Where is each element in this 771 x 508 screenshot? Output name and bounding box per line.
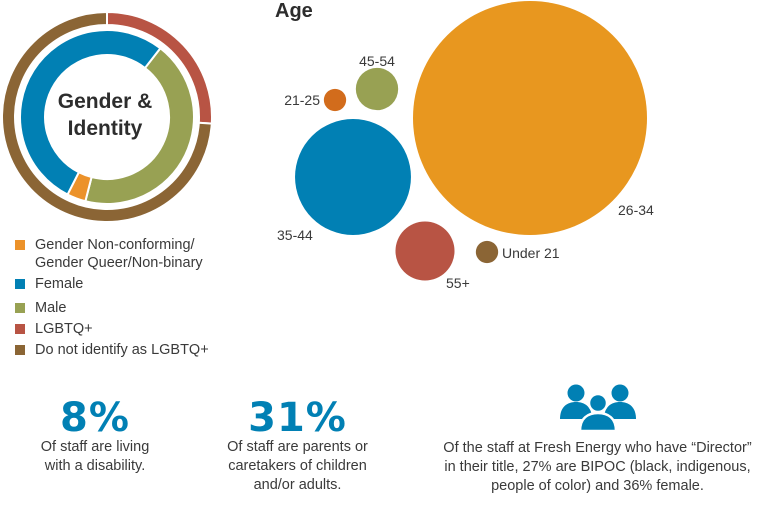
bubble-45-54 (355, 67, 399, 111)
donut-slice-do-not-identify-as-lgbtq (1, 10, 213, 223)
legend-label: Gender Non-conforming/ Gender Queer/Non-… (35, 237, 203, 271)
gender-identity-donut-chart (1, 10, 213, 223)
legend-item-lgbtq: LGBTQ+ (15, 320, 209, 338)
bubble-label-under-21: Under 21 (502, 245, 560, 261)
legend-swatch (15, 303, 25, 313)
bubble-label-35-44: 35-44 (277, 227, 313, 243)
bubble-label-21-25: 21-25 (284, 92, 320, 108)
bubble-35-44 (295, 119, 411, 235)
stat-parents-caretakers: 31% Of staff are parents or caretakers o… (205, 398, 390, 495)
donut-center-line-2: Identity (67, 117, 143, 140)
bubble-21-25 (323, 88, 347, 112)
stat-description: Of the staff at Fresh Energy who have “D… (443, 440, 752, 494)
stat-disability: 8% Of staff are living with a disability… (20, 398, 170, 476)
age-chart-title: Age (275, 0, 313, 22)
legend-label: Female (35, 276, 84, 292)
bubble-55- (395, 221, 455, 281)
legend-swatch (15, 279, 25, 289)
donut-slice-female (19, 29, 162, 196)
legend-swatch (15, 345, 25, 355)
bubble-under-21 (475, 240, 499, 264)
stat-value: 8% (60, 395, 130, 441)
gender-legend: Gender Non-conforming/ Gender Queer/Non-… (15, 236, 209, 362)
legend-label: Do not identify as LGBTQ+ (35, 342, 209, 358)
legend-item-male: Male (15, 299, 209, 317)
people-group-icon (559, 384, 636, 431)
bubble-label-26-34: 26-34 (618, 202, 654, 218)
legend-item-not-lgbtq: Do not identify as LGBTQ+ (15, 341, 209, 359)
donut-slice-male (84, 46, 195, 205)
stat-directors: Of the staff at Fresh Energy who have “D… (425, 383, 770, 496)
donut-center-line-1: Gender & (57, 90, 153, 113)
age-bubble-chart: 26-34 35-44 55+ 45-54 21-25 Under 21 (277, 1, 654, 291)
legend-label: Male (35, 300, 67, 316)
stat-description: Of staff are parents or caretakers of ch… (227, 439, 368, 493)
stat-description: Of staff are living with a disability. (40, 439, 150, 474)
bubble-label-45-54: 45-54 (359, 53, 395, 69)
donut-center-label: Gender & Identity (40, 88, 170, 142)
legend-swatch (15, 240, 25, 250)
legend-item-female: Female (15, 275, 209, 293)
bubble-label-55-: 55+ (446, 275, 470, 291)
stat-value: 31% (248, 395, 347, 441)
legend-label: LGBTQ+ (35, 321, 93, 337)
legend-item-gender-nonconforming: Gender Non-conforming/ Gender Queer/Non-… (15, 236, 209, 272)
bubble-26-34 (413, 1, 647, 235)
legend-swatch (15, 324, 25, 334)
